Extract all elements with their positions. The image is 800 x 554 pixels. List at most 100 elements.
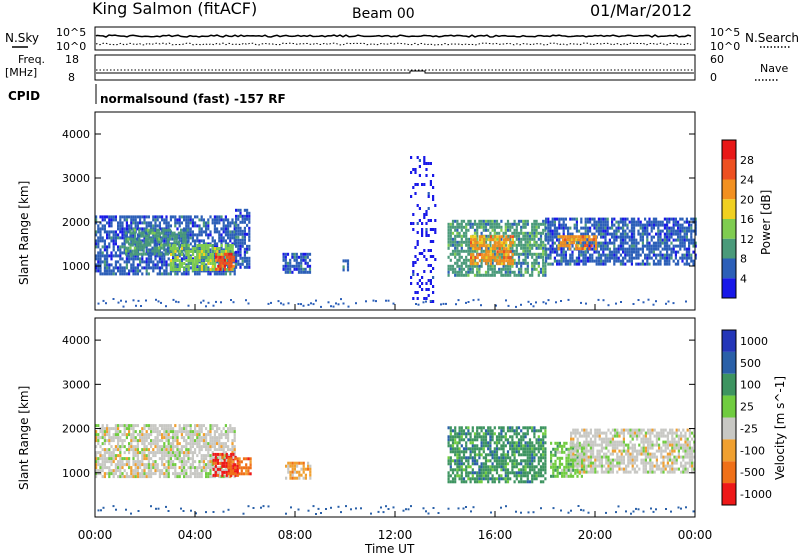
- power-cell: [147, 252, 150, 256]
- power-cell: [180, 272, 183, 276]
- velocity-cell: [167, 436, 170, 440]
- velocity-cell: [502, 477, 505, 481]
- power-cell: [472, 241, 475, 245]
- power-cell: [619, 247, 622, 251]
- power-cell: [161, 260, 164, 264]
- power-cell: [133, 240, 136, 244]
- power-cell: [434, 228, 437, 231]
- velocity-cell: [101, 454, 104, 458]
- velocity-cell: [289, 464, 292, 468]
- velocity-cell: [233, 448, 236, 452]
- power-cell: [145, 269, 148, 273]
- power-cell: [584, 253, 587, 257]
- power-cell: [613, 247, 616, 251]
- velocity-cell: [467, 456, 470, 460]
- power-cell: [685, 247, 688, 251]
- power-cell: [507, 259, 510, 263]
- velocity-cell: [187, 448, 190, 452]
- power-cell: [458, 270, 461, 274]
- power-cell: [549, 232, 552, 236]
- power-cell: [187, 218, 190, 222]
- power-cell: [200, 250, 203, 253]
- power-cell: [152, 269, 155, 273]
- power-cell: [176, 266, 179, 270]
- power-cell: [141, 272, 144, 276]
- power-cell: [182, 252, 185, 256]
- power-cell: [123, 215, 126, 219]
- power-cell: [158, 221, 161, 225]
- velocity-cell: [531, 465, 534, 469]
- velocity-cell: [476, 426, 479, 430]
- power-cell: [622, 232, 625, 236]
- power-cell: [679, 232, 682, 236]
- noise-left-tick-top: 10^5: [56, 26, 86, 39]
- power-cell: [248, 214, 251, 218]
- power-cell: [672, 250, 675, 254]
- power-cell: [613, 253, 616, 257]
- power-cell: [218, 269, 221, 273]
- power-cell: [606, 259, 609, 263]
- power-cell: [462, 249, 466, 253]
- velocity-cell: [482, 462, 485, 466]
- power-cell: [542, 228, 545, 232]
- power-cell: [624, 247, 627, 251]
- velocity-cell: [520, 477, 523, 481]
- velocity-cell: [209, 445, 212, 449]
- power-cell: [295, 252, 298, 256]
- power-cell: [442, 302, 445, 305]
- power-cell: [185, 259, 188, 262]
- power-cell: [156, 215, 159, 219]
- power-cell: [162, 243, 165, 247]
- power-cell: [619, 241, 622, 245]
- velocity-cell: [213, 430, 216, 434]
- velocity-cell: [456, 456, 459, 460]
- velocity-cell: [194, 442, 197, 446]
- power-cell: [470, 256, 473, 260]
- power-cell: [196, 233, 199, 237]
- power-cell: [425, 231, 428, 234]
- power-cell: [423, 162, 426, 165]
- power-cell: [597, 220, 600, 224]
- velocity-cell: [451, 477, 455, 481]
- velocity-cell: [136, 442, 139, 446]
- velocity-cell: [185, 454, 188, 458]
- power-cell: [465, 270, 468, 274]
- velocity-cell: [211, 457, 214, 461]
- power-cell: [425, 297, 428, 300]
- velocity-cell: [515, 462, 518, 466]
- velocity-cell: [502, 426, 505, 430]
- power-cell: [248, 232, 251, 236]
- velocity-cell: [454, 438, 457, 442]
- power-cell: [584, 241, 587, 245]
- power-cell: [187, 304, 190, 307]
- velocity-cell: [528, 453, 532, 457]
- power-cell: [589, 244, 592, 248]
- power-cell: [174, 250, 177, 253]
- velocity-cell: [143, 433, 146, 437]
- power-cell: [509, 222, 512, 226]
- power-cell: [174, 259, 177, 262]
- power-cell: [458, 231, 461, 235]
- power-cell: [215, 255, 218, 259]
- velocity-cell: [484, 459, 488, 463]
- velocity-cell: [491, 435, 494, 439]
- power-cell: [194, 239, 197, 243]
- power-cell: [657, 259, 660, 263]
- power-cell: [198, 253, 201, 256]
- velocity-cell: [480, 429, 483, 433]
- velocity-cell: [167, 445, 170, 449]
- power-cell: [613, 262, 616, 266]
- power-cell: [624, 262, 627, 266]
- power-cell: [182, 234, 185, 238]
- power-colorbar-swatch: [722, 258, 736, 279]
- power-cell: [135, 304, 137, 307]
- power-cell: [491, 261, 494, 265]
- velocity-cell: [291, 476, 294, 480]
- velocity-cell: [176, 433, 179, 437]
- power-cell: [169, 230, 172, 234]
- power-cell: [95, 257, 98, 261]
- power-cell: [187, 253, 190, 256]
- power-cell: [584, 256, 587, 260]
- power-cell: [630, 256, 633, 260]
- power-cell: [528, 240, 532, 244]
